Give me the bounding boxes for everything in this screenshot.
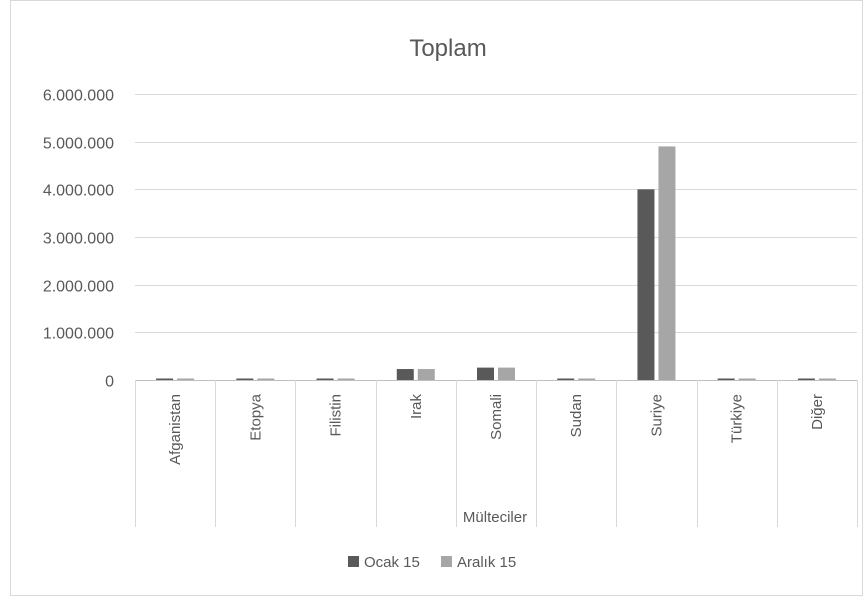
- category-separators: [135, 380, 858, 527]
- x-tick-label: Diğer: [809, 394, 826, 430]
- bar: [498, 367, 515, 380]
- x-tick-label: Sudan: [568, 394, 585, 437]
- bar: [236, 378, 254, 380]
- legend-label: Aralık 15: [457, 554, 516, 571]
- legend-swatch: [441, 556, 452, 567]
- x-tick-label: Etopya: [247, 393, 264, 440]
- bars: [156, 146, 836, 380]
- x-tick-label: Irak: [408, 394, 425, 420]
- bar: [717, 378, 735, 380]
- x-tick-label: Filistin: [328, 394, 345, 437]
- y-axis-tick-labels: 0 1.000.000 2.000.000 3.000.000 4.000.000 5.0…: [43, 88, 114, 391]
- bar: [818, 378, 836, 380]
- bar: [557, 378, 575, 380]
- bar: [658, 146, 676, 380]
- y-tick-label: 3.000.000: [43, 231, 114, 248]
- x-tick-label: Türkiye: [729, 394, 746, 443]
- bar: [477, 367, 494, 380]
- gridlines: [135, 94, 857, 381]
- legend-swatch: [348, 556, 359, 567]
- bar: [797, 378, 815, 380]
- x-tick-label: Suriye: [648, 394, 665, 437]
- y-tick-label: 0: [105, 374, 114, 391]
- y-tick-label: 5.000.000: [43, 136, 114, 153]
- x-axis-title: Mülteciler: [463, 509, 527, 526]
- bar: [257, 378, 275, 380]
- legend: Ocak 15 Aralık 15: [348, 554, 516, 571]
- x-tick-label: Afganistan: [167, 394, 184, 465]
- legend-label: Ocak 15: [364, 554, 420, 571]
- chart-title: Toplam: [409, 35, 486, 62]
- chart-frame: [10, 0, 863, 596]
- bar: [177, 378, 195, 380]
- bar: [316, 378, 334, 380]
- bar: [337, 378, 355, 380]
- y-tick-label: 2.000.000: [43, 279, 114, 296]
- bar: [396, 369, 414, 380]
- bar: [578, 378, 596, 380]
- bar: [417, 369, 435, 380]
- bar: [637, 189, 655, 380]
- x-axis-tick-labels: Afganistan Etopya Filistin Irak Somali Sudan S…: [167, 393, 826, 465]
- y-tick-label: 4.000.000: [43, 183, 114, 200]
- bar: [156, 378, 174, 380]
- x-tick-label: Somali: [488, 394, 505, 440]
- bar: [738, 378, 756, 380]
- y-tick-label: 1.000.000: [43, 326, 114, 343]
- y-tick-label: 6.000.000: [43, 88, 114, 105]
